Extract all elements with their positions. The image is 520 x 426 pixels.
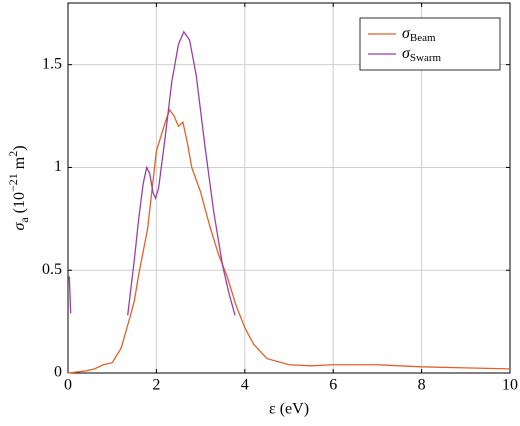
y-axis-label: σa (10−21 m2): [6, 145, 31, 230]
y-tick-label: 1.5: [42, 55, 62, 72]
x-tick-label: 0: [64, 377, 72, 394]
legend-box: [359, 17, 501, 71]
y-axis-label-part: (10: [11, 192, 28, 217]
legend-label: σBeam: [402, 25, 436, 44]
y-axis-label-part: σ: [11, 222, 28, 231]
plot-frame: [67, 2, 511, 374]
series-line: [67, 108, 511, 374]
y-tick-label: 0: [54, 364, 62, 381]
series-line: [68, 30, 236, 316]
y-axis-label-part: a: [17, 217, 31, 223]
legend-label: σSwarm: [402, 45, 441, 64]
x-axis-label: ε (eV): [269, 401, 309, 418]
x-tick-label: 6: [329, 377, 337, 394]
y-tick-label: 1: [54, 158, 62, 175]
y-axis-label-part: −21: [6, 173, 20, 192]
x-tick-label: 10: [502, 377, 518, 394]
y-axis-label-part: 2: [6, 151, 20, 157]
x-tick-label: 2: [152, 377, 160, 394]
x-tick-label: 4: [241, 377, 249, 394]
y-axis-label-part: m: [11, 156, 28, 173]
y-axis-label-part: ): [11, 145, 28, 150]
x-tick-label: 8: [418, 377, 426, 394]
y-tick-label: 0.5: [42, 261, 62, 278]
